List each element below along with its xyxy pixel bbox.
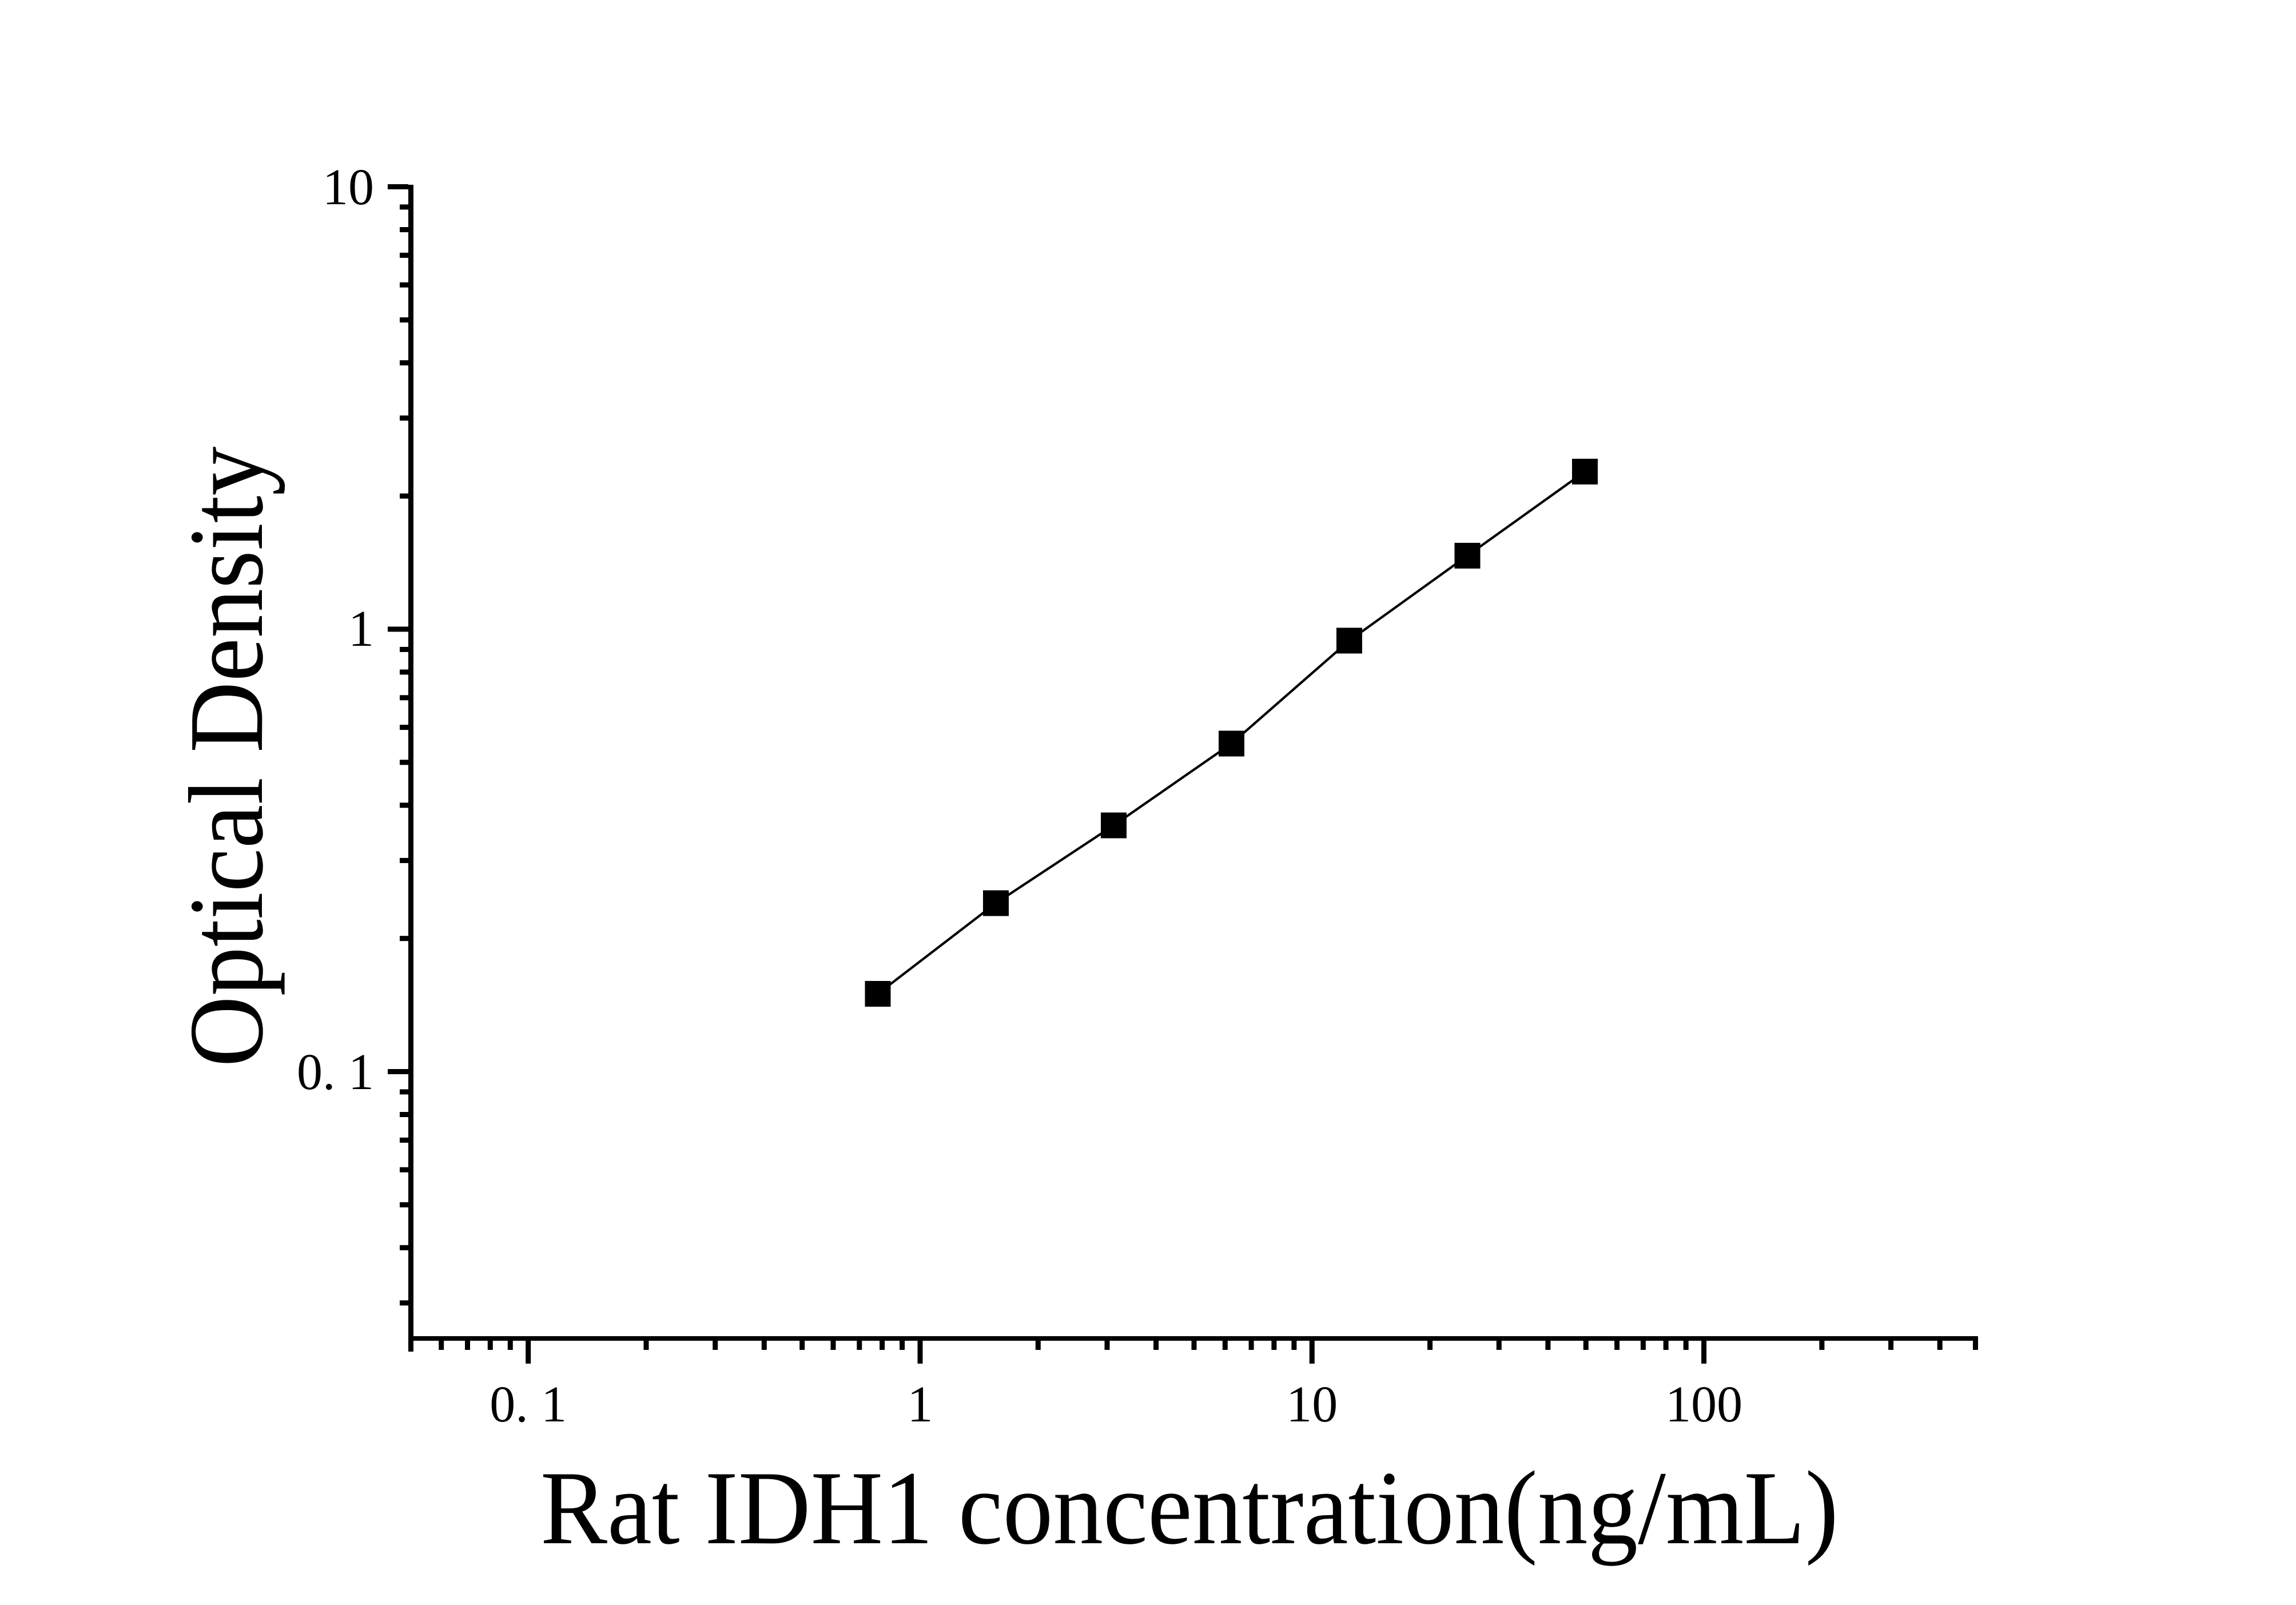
svg-text:10: 10: [1286, 1376, 1338, 1433]
svg-text:0. 1: 0. 1: [297, 1044, 374, 1101]
svg-text:0. 1: 0. 1: [490, 1376, 567, 1433]
svg-text:100: 100: [1665, 1376, 1742, 1433]
svg-text:Rat IDH1 concentration(ng/mL): Rat IDH1 concentration(ng/mL): [540, 1449, 1839, 1566]
svg-text:Optical Density: Optical Density: [168, 447, 285, 1067]
svg-text:1: 1: [348, 601, 374, 657]
svg-text:10: 10: [323, 159, 374, 216]
svg-text:1: 1: [908, 1376, 933, 1433]
